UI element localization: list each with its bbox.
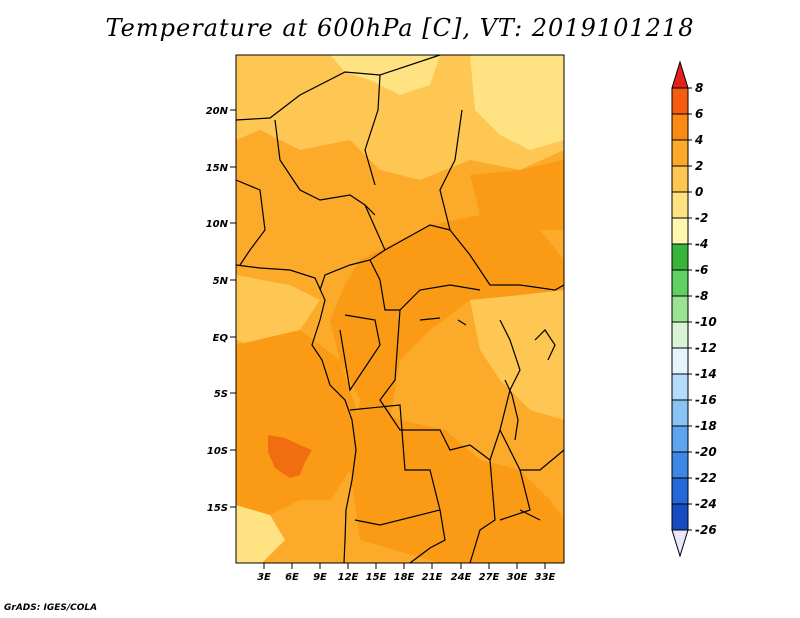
lat-axis — [230, 109, 236, 508]
field-warm-southwest — [236, 330, 360, 515]
coastline — [235, 264, 357, 564]
lon-label: 9E — [313, 572, 327, 583]
colorbar-swatch — [671, 321, 689, 349]
colorbar-swatch — [671, 113, 689, 141]
lat-labels: 20N 15N 10N 5N EQ 5S 10S 15S — [206, 106, 229, 514]
lat-label: 5N — [213, 276, 229, 287]
lon-label: 12E — [338, 572, 359, 583]
field-hot-spot — [268, 435, 312, 478]
colorbar-label: -10 — [695, 315, 717, 329]
colorbar: 8 6 4 2 0 -2 -4 -6 -8 -10 -12 -14 -16 -18 -20 -22 -24 -26 — [671, 60, 717, 558]
map-title: Temperature at 600hPa [C], VT: 201910121… — [105, 14, 695, 42]
colorbar-label: -2 — [695, 211, 708, 225]
colorbar-label: -6 — [695, 263, 708, 277]
lat-label: 10N — [206, 219, 229, 230]
colorbar-swatch — [671, 217, 689, 245]
colorbar-swatch — [671, 191, 689, 219]
field-pale-southwest — [236, 505, 285, 563]
colorbar-swatch — [671, 139, 689, 167]
lon-label: 30E — [507, 572, 528, 583]
lat-label: 15N — [206, 163, 229, 174]
field-pale-northeast — [470, 55, 564, 150]
country-borders — [235, 54, 565, 564]
field-cool-east — [470, 290, 564, 420]
colorbar-label: 2 — [695, 159, 703, 173]
lat-label: 15S — [207, 503, 228, 514]
lat-label: 20N — [206, 106, 229, 117]
lake-lines — [419, 317, 556, 521]
colorbar-label: -8 — [695, 289, 708, 303]
colorbar-label: -22 — [695, 471, 717, 485]
border-lines — [235, 54, 565, 564]
colorbar-label: -20 — [695, 445, 717, 459]
lon-axis — [263, 563, 546, 569]
colorbar-swatch — [671, 347, 689, 375]
field-cool-west — [236, 275, 320, 345]
field-warm-south — [350, 400, 564, 563]
colorbar-bottom-arrow — [671, 529, 689, 558]
field-pale-north — [330, 55, 440, 95]
map-panel — [235, 54, 565, 564]
colorbar-swatch — [671, 503, 689, 531]
colorbar-label: 4 — [694, 133, 703, 147]
lat-label: EQ — [213, 333, 229, 344]
colorbar-label: 8 — [695, 81, 703, 95]
lon-label: 3E — [257, 572, 271, 583]
colorbar-label: -24 — [695, 497, 717, 511]
lat-label: 5S — [214, 389, 228, 400]
lon-label: 15E — [366, 572, 387, 583]
lon-label: 18E — [394, 572, 415, 583]
colorbar-swatch — [671, 269, 689, 297]
credit-label: GrADS: IGES/COLA — [4, 603, 98, 613]
lon-label: 21E — [422, 572, 443, 583]
lon-labels: 3E 6E 9E 12E 15E 18E 21E 24E 27E 30E 33E — [257, 572, 555, 583]
colorbar-swatch — [671, 165, 689, 193]
colorbar-swatch — [671, 87, 689, 115]
lon-label: 24E — [451, 572, 472, 583]
map-frame — [235, 54, 565, 564]
colorbar-label: -12 — [695, 341, 717, 355]
colorbar-label: 6 — [695, 107, 703, 121]
colorbar-swatch — [671, 243, 689, 271]
colorbar-swatch — [671, 477, 689, 505]
colorbar-swatch — [671, 295, 689, 323]
colorbar-top-arrow — [671, 60, 689, 89]
colorbar-swatch — [671, 451, 689, 479]
field-warm-northeast — [470, 160, 564, 230]
colorbar-label: -4 — [695, 237, 708, 251]
colorbar-label: -26 — [695, 523, 717, 537]
lon-label: 6E — [285, 572, 299, 583]
colorbar-label: -16 — [695, 393, 717, 407]
colorbar-label: 0 — [695, 185, 703, 199]
colorbar-swatch — [671, 373, 689, 401]
colorbar-label: -18 — [695, 419, 717, 433]
field-warm-central — [330, 215, 564, 420]
lon-label: 27E — [479, 572, 500, 583]
colorbar-swatch — [671, 425, 689, 453]
lat-label: 10S — [207, 446, 228, 457]
lon-label: 33E — [535, 572, 556, 583]
colorbar-label: -14 — [695, 367, 717, 381]
colorbar-swatch — [671, 399, 689, 427]
